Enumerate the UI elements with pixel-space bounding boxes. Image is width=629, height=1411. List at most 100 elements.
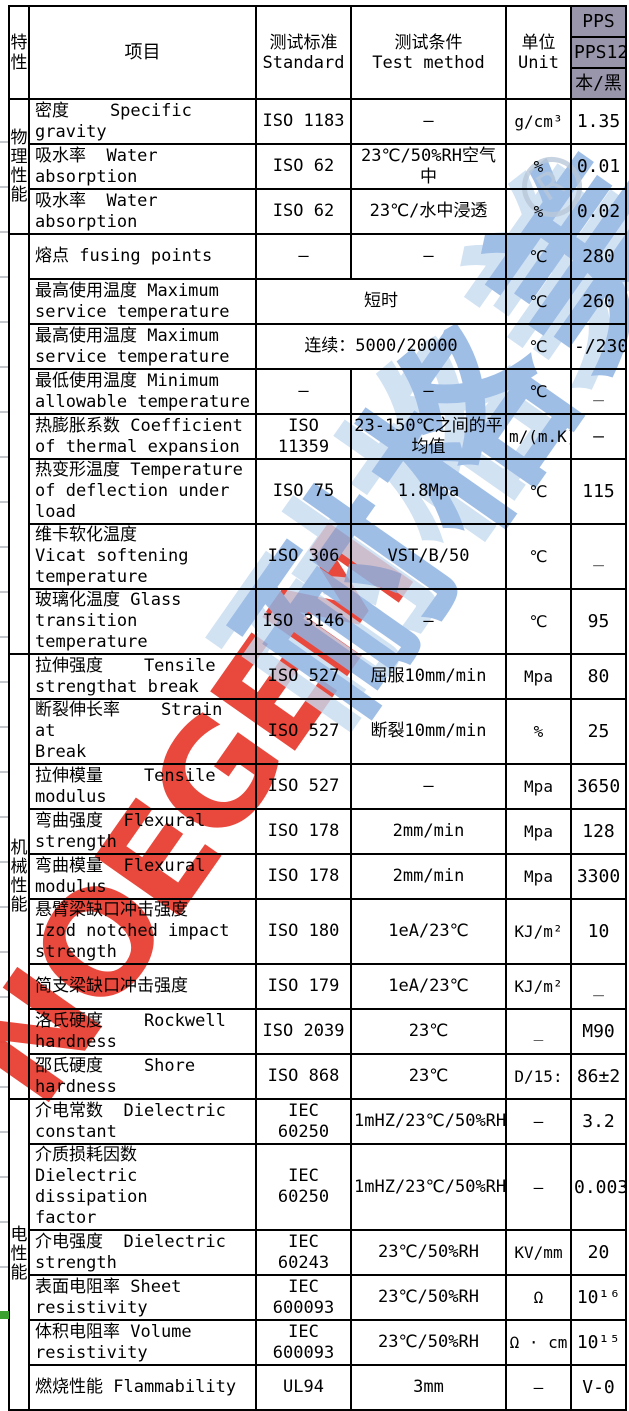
table-row: 最低使用温度 Minimum allowable temperature – – ℃ _	[9, 368, 627, 415]
unit-cell: ℃	[505, 458, 572, 525]
unit-cell: %	[505, 143, 572, 190]
method-cell: –	[350, 368, 507, 415]
standard-cell: UL94	[255, 1364, 352, 1411]
value-cell: 95	[570, 588, 627, 655]
unit-cell: _	[505, 1008, 572, 1055]
value-cell: -/230	[570, 323, 627, 370]
table-row: 燃烧性能 Flammability UL94 3mm – V-0	[9, 1364, 627, 1411]
value-cell: 1.35	[570, 98, 627, 145]
item-cell: 最高使用温度 Maximum service temperature	[28, 278, 257, 325]
section-label-physical: 物 理 性 能	[8, 98, 30, 235]
item-cell: 洛氏硬度 Rockwell hardness	[28, 1008, 257, 1055]
table-row: 简支梁缺口冲击强度 ISO 179 1eA/23℃ KJ/m² _	[9, 963, 627, 1010]
method-cell: 3mm	[350, 1364, 507, 1411]
item-cell: 介质损耗因数 Dielectric dissipation factor	[28, 1143, 257, 1231]
unit-cell: ℃	[505, 523, 572, 590]
item-cell: 介电强度 Dielectric strength	[28, 1229, 257, 1276]
table-row: 洛氏硬度 Rockwell hardness ISO 2039 23℃ _ M90	[9, 1008, 627, 1055]
item-cell: 玻璃化温度 Glass transition temperature	[28, 588, 257, 655]
unit-cell: Mpa	[505, 653, 572, 700]
table-row: 机 械 性 能拉伸强度 Tensile strengthat break ISO …	[8, 653, 627, 1100]
item-cell: 维卡软化温度 Vicat softening temperature	[28, 523, 257, 590]
standard-cell: ISO 75	[255, 458, 352, 525]
method-cell: 1.8Mpa	[350, 458, 507, 525]
value-cell: _	[570, 963, 627, 1010]
item-cell: 悬臂梁缺口冲击强度 Izod notched impact strength	[28, 898, 257, 965]
standard-cell: ISO 868	[255, 1053, 352, 1100]
standard-cell: ISO 178	[255, 808, 352, 855]
value-cell: 3300	[570, 853, 627, 900]
table-row: 最高使用温度 Maximum service temperature 连续：500…	[9, 323, 627, 370]
table-row: 断裂伸长率 Strain at Break ISO 527 断裂10mm/min% 2…	[9, 698, 627, 765]
value-cell: 128	[570, 808, 627, 855]
item-cell: 吸水率 Water absorption	[28, 143, 257, 190]
value-cell: 10	[570, 898, 627, 965]
value-cell: M90	[570, 1008, 627, 1055]
method-cell: –	[350, 763, 507, 810]
table-row: 介电强度 Dielectric strength IEC 60243 23℃/50%…	[9, 1229, 627, 1276]
section-label-electrical: 电 性 能	[8, 1098, 30, 1411]
method-cell: 1mHZ/23℃/50%RH	[350, 1143, 507, 1231]
standard-cell: ISO 62	[255, 143, 352, 190]
unit-cell: ℃	[505, 588, 572, 655]
table-row: 热膨胀系数 Coefficient of thermal expansion IS…	[9, 413, 627, 460]
method-cell: 2mm/min	[350, 808, 507, 855]
row-gutter-ticks	[0, 98, 8, 1317]
item-cell: 燃烧性能 Flammability	[28, 1364, 257, 1411]
value-cell: 0.01	[570, 143, 627, 190]
method-cell: 23℃/50%RH	[350, 1319, 507, 1366]
product-grade-pps: PPS	[570, 5, 627, 38]
table-row: 热变形温度 Temperature of deflection under lo…	[9, 458, 627, 525]
unit-cell: Ω · cm	[505, 1319, 572, 1366]
value-cell: 280	[570, 233, 627, 280]
unit-cell: –	[505, 1143, 572, 1231]
standard-cell: IEC 60250	[255, 1143, 352, 1231]
table-row: 最高使用温度 Maximum service temperature 短时 ℃ 260	[9, 278, 627, 325]
table-header: 特 性 项目 测试标准 Standard 测试条件 Test method 单位…	[8, 5, 627, 100]
table-row: 吸水率 Water absorption ISO 62 23℃/50%RH空气中% 0…	[9, 143, 627, 190]
standard-cell: ISO 178	[255, 853, 352, 900]
unit-cell: ℃	[505, 323, 572, 370]
unit-cell: m/(m.K)	[505, 413, 572, 460]
method-cell: 1eA/23℃	[350, 898, 507, 965]
standard-cell: ISO 527	[255, 653, 352, 700]
value-cell: V-0	[570, 1364, 627, 1411]
method-cell: 23℃	[350, 1008, 507, 1055]
item-cell: 介电常数 Dielectric constant	[28, 1098, 257, 1145]
unit-cell: g/cm³	[505, 98, 572, 145]
item-cell: 拉伸模量 Tensile modulus	[28, 763, 257, 810]
item-cell: 断裂伸长率 Strain at Break	[28, 698, 257, 765]
table-row: 拉伸模量 Tensile modulus ISO 527– Mpa 3650	[9, 763, 627, 810]
standard-method-merged-cell: 短时	[255, 278, 507, 325]
value-cell: 20	[570, 1229, 627, 1276]
method-cell: 1eA/23℃	[350, 963, 507, 1010]
value-cell: 10¹⁶	[570, 1274, 627, 1321]
item-cell: 密度 Specific gravity	[28, 98, 257, 145]
item-cell: 邵氏硬度 Shore hardness	[28, 1053, 257, 1100]
unit-cell: Ω	[505, 1274, 572, 1321]
table-row: 表面电阻率 Sheet resistivity IEC 600093 23℃/50%…	[9, 1274, 627, 1321]
value-cell: 260	[570, 278, 627, 325]
standard-cell: ISO 179	[255, 963, 352, 1010]
unit-cell: D/15:	[505, 1053, 572, 1100]
method-cell: 23℃/50%RH	[350, 1274, 507, 1321]
table-row: 维卡软化温度 Vicat softening temperature ISO 30…	[9, 523, 627, 590]
header-col-characteristic: 特 性	[8, 5, 30, 100]
standard-cell: –	[255, 368, 352, 415]
unit-cell: Mpa	[505, 763, 572, 810]
item-cell: 最高使用温度 Maximum service temperature	[28, 323, 257, 370]
value-cell: –	[570, 413, 627, 460]
standard-method-merged-cell: 连续：5000/20000	[255, 323, 507, 370]
item-cell: 简支梁缺口冲击强度	[28, 963, 257, 1010]
unit-cell: %	[505, 188, 572, 235]
item-cell: 弯曲模量 Flexural modulus	[28, 853, 257, 900]
item-cell: 吸水率 Water absorption	[28, 188, 257, 235]
standard-cell: ISO 527	[255, 698, 352, 765]
properties-table-body: 物 理 性 能密度 Specific gravity ISO 1183– g/cm³…	[8, 98, 627, 1411]
table-row: 弯曲模量 Flexural modulus ISO 178 2mm/min Mpa 33…	[9, 853, 627, 900]
unit-cell: %	[505, 698, 572, 765]
standard-cell: IEC 60243	[255, 1229, 352, 1276]
corner-mark	[0, 1311, 9, 1319]
standard-cell: ISO 527	[255, 763, 352, 810]
table-row: 介质损耗因数 Dielectric dissipation factor IEC …	[9, 1143, 627, 1231]
